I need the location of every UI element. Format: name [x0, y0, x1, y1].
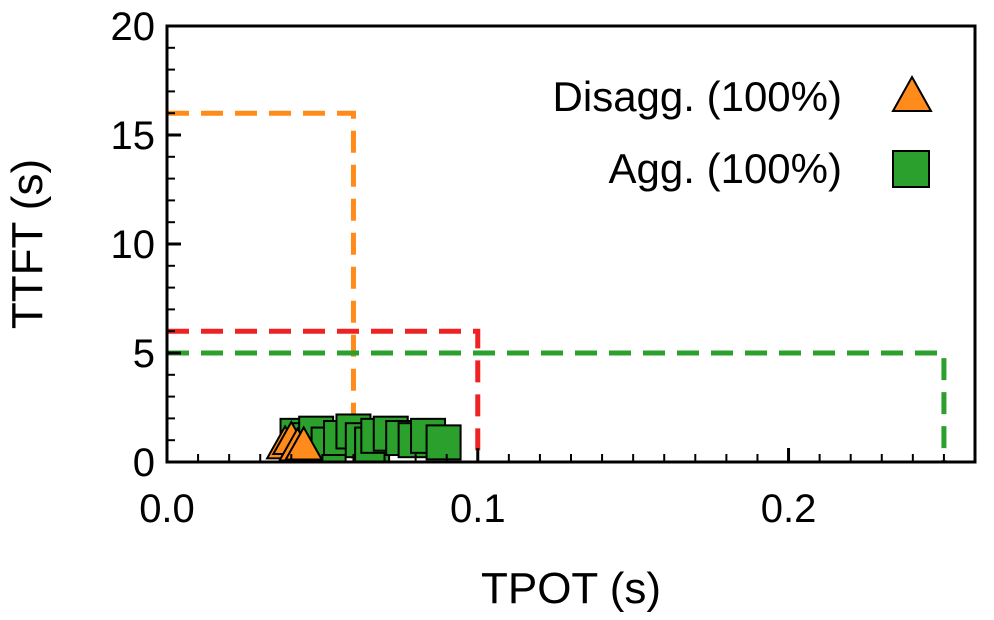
- legend: Disagg. (100%) Agg. (100%): [553, 73, 933, 192]
- y-axis-label: TTFT (s): [3, 159, 52, 329]
- legend-square-marker: [892, 150, 930, 188]
- y-tick-label-0: 0: [133, 441, 155, 485]
- slo-box-0: [167, 110, 356, 462]
- x-tick-label-2: 0.2: [761, 487, 817, 531]
- x-tick-label-1: 0.1: [450, 487, 506, 531]
- y-tick-label-4: 20: [111, 5, 156, 49]
- slo-box-1: [167, 328, 481, 462]
- legend-label-disagg: Disagg. (100%): [553, 73, 842, 120]
- disagg-point-3: [284, 425, 324, 461]
- legend-triangle-marker: [891, 74, 933, 112]
- data-points: [265, 413, 462, 463]
- slo-box-2: [167, 350, 947, 462]
- agg-point-13: [425, 424, 462, 461]
- y-tick-label-1: 5: [133, 332, 155, 376]
- axis-ticks: 0 5 10 15 20 0.0 0.1 0.2: [111, 5, 945, 531]
- y-tick-label-3: 15: [111, 114, 156, 158]
- x-tick-label-0: 0.0: [139, 487, 195, 531]
- y-tick-label-2: 10: [111, 223, 156, 267]
- slo-boxes: [167, 110, 947, 462]
- legend-label-agg: Agg. (100%): [609, 145, 842, 192]
- x-axis-label: TPOT (s): [481, 564, 661, 613]
